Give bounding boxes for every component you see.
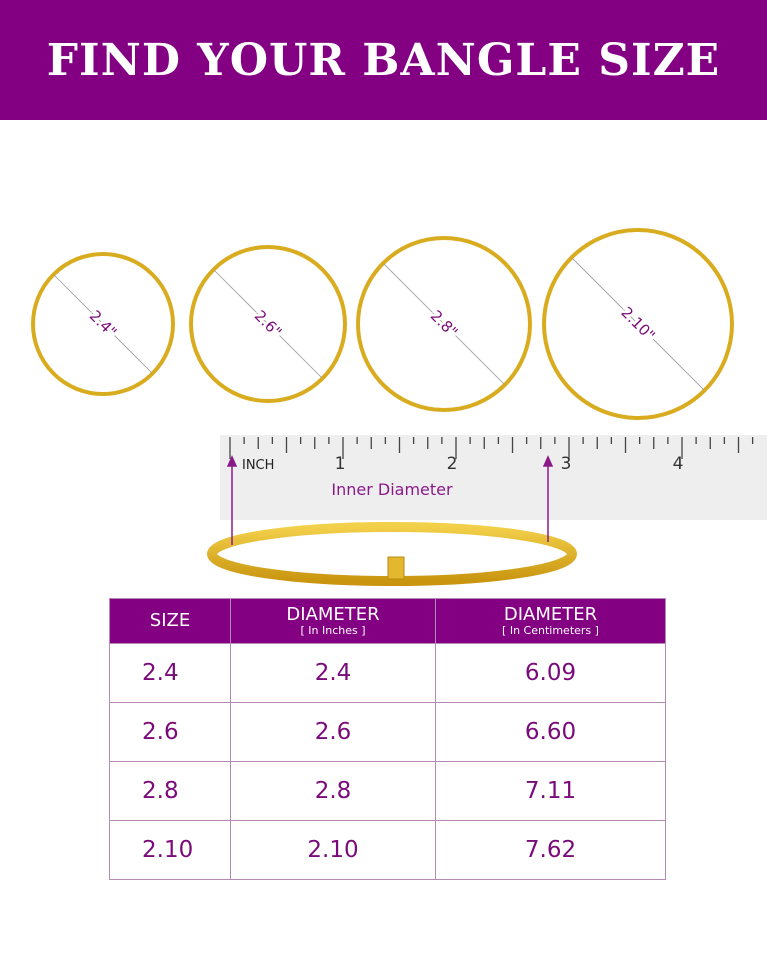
bangle-circle	[356, 236, 532, 412]
cm-cell: 7.11	[435, 761, 666, 821]
bangle-circle	[542, 228, 734, 420]
diameter-line	[571, 257, 705, 391]
bangle-circle	[31, 252, 175, 396]
table-row: 2.4 2.4 6.09	[109, 643, 666, 703]
size-cell: 2.4	[109, 643, 231, 703]
cm-cell: 6.09	[435, 643, 666, 703]
size-cell: 2.10	[109, 820, 231, 880]
header-cm: DIAMETER[ In Centimeters ]	[435, 598, 666, 644]
table-row: 2.10 2.10 7.62	[109, 820, 666, 880]
header-size: SIZE	[109, 598, 231, 644]
inches-cell: 2.6	[230, 702, 436, 762]
arrow-icon	[226, 455, 554, 545]
inches-cell: 2.4	[230, 643, 436, 703]
table-row: 2.6 2.6 6.60	[109, 702, 666, 762]
diameter-line	[383, 263, 505, 385]
ruler-tick-label: 2	[447, 454, 458, 474]
inches-cell: 2.8	[230, 761, 436, 821]
size-cell: 2.6	[109, 702, 231, 762]
diameter-line	[213, 269, 323, 379]
inner-diameter-caption: Inner Diameter	[331, 480, 453, 499]
size-table: SIZE DIAMETER[ In Inches ] DIAMETER[ In …	[109, 598, 666, 880]
diameter-line	[53, 274, 153, 374]
cm-cell: 7.62	[435, 820, 666, 880]
ruler	[220, 435, 767, 520]
ruler-unit: INCH	[242, 458, 274, 473]
header-inches: DIAMETER[ In Inches ]	[230, 598, 436, 644]
inches-cell: 2.10	[230, 820, 436, 880]
ruler-tick-label: 1	[335, 454, 346, 474]
bangle-image	[207, 522, 577, 586]
table-row: 2.8 2.8 7.11	[109, 761, 666, 821]
ruler-tick-label: 4	[673, 454, 684, 474]
cm-cell: 6.60	[435, 702, 666, 762]
ruler-tick-label: 3	[561, 454, 572, 474]
illustration: 2.4" 2.6" 2.8" 2.10" INCH 1 2 3 4 Inner Dia…	[31, 228, 767, 586]
size-cell: 2.8	[109, 761, 231, 821]
bangle-circle	[189, 245, 347, 403]
page-title: FIND YOUR BANGLE SIZE	[46, 34, 721, 86]
title-banner: FIND YOUR BANGLE SIZE	[0, 0, 767, 120]
